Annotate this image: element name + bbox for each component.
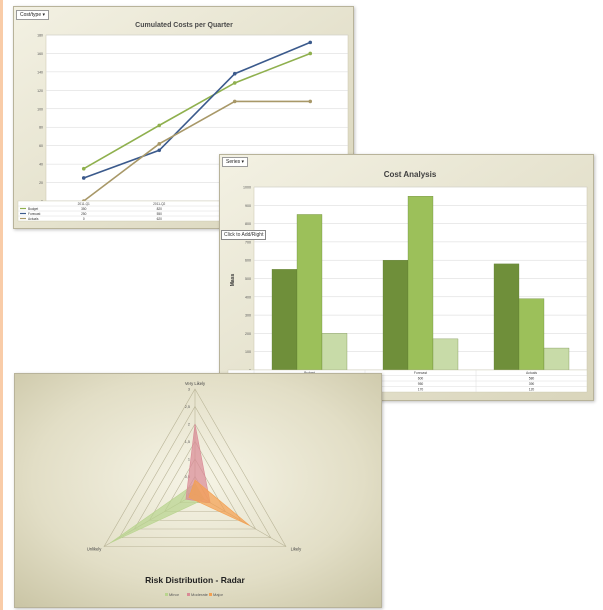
bar-chart: Cost Analysis Mass 010020030040050060070…	[220, 155, 593, 400]
line-category-label: 2011-Q2	[153, 202, 165, 206]
bar-execution	[518, 298, 545, 371]
radar-axis-label: Very Likely	[185, 381, 206, 386]
radar-rtick-label: 1,5	[185, 440, 190, 444]
line-chart-dropdown[interactable]: Cost/type ▾	[16, 10, 50, 20]
radar-legend-key	[165, 593, 168, 596]
line-point	[308, 40, 313, 45]
bar-table-cell: 600	[418, 377, 424, 381]
line-table-cell: 350	[81, 207, 87, 211]
radar-gridring	[149, 440, 241, 521]
line-ytick-label: 40	[39, 163, 43, 167]
line-series-budget	[83, 52, 311, 170]
bar-execution	[296, 214, 323, 371]
line-point	[232, 81, 237, 85]
bar-expenses	[543, 347, 570, 371]
bar-ytick-label: 900	[245, 204, 251, 208]
radar-chart-title: Risk Distribution - Radar	[145, 575, 245, 585]
bar-table-cell: 170	[418, 388, 424, 392]
bar-table-cell: 390	[529, 382, 535, 386]
radar-legend-label: Major	[213, 592, 224, 597]
line-ytick-label: 160	[37, 52, 43, 56]
radar-axis-label: Unlikely	[87, 547, 103, 552]
line-point	[308, 99, 313, 104]
line-point	[232, 71, 237, 76]
line-chart-title: Cumulated Costs per Quarter	[135, 22, 233, 29]
radar-gridring	[118, 405, 272, 539]
line-point	[232, 99, 237, 104]
radar-legend-label: Minor	[169, 592, 180, 597]
line-ytick-label: 20	[39, 181, 43, 185]
bar-ytick-label: 300	[245, 314, 251, 318]
bar-table-cell: 580	[529, 377, 535, 381]
line-point	[157, 148, 162, 153]
line-point	[157, 123, 162, 128]
radar-rtick-label: 1	[188, 458, 190, 462]
bar-ytick-label: 400	[245, 295, 251, 299]
line-point	[308, 51, 313, 56]
bar-expenses	[432, 338, 459, 371]
bar-chart-title: Cost Analysis	[384, 170, 437, 179]
bar-ytick-label: 800	[245, 222, 251, 226]
line-ytick-label: 180	[37, 34, 43, 38]
bar-category-label: Actuals	[526, 371, 537, 375]
bar-expenses	[321, 333, 348, 371]
line-ytick-label: 80	[39, 126, 43, 130]
radar-series-major	[188, 479, 250, 526]
bar-chart-ylabel: Mass	[230, 274, 236, 287]
bar-ytick-label: 600	[245, 259, 251, 263]
line-ytick-label: 100	[37, 107, 43, 111]
line-series-actuals	[83, 100, 311, 202]
bar-execution	[407, 196, 434, 371]
radar-legend-key	[209, 593, 212, 596]
line-table-cell: 550	[157, 212, 163, 216]
bar-labor	[493, 263, 520, 371]
radar-chart-panel: 00,511,522,53 Very LikelyLikelyUnlikely …	[14, 373, 382, 608]
line-point	[81, 176, 86, 180]
bar-ytick-label: 200	[245, 332, 251, 336]
bar-ytick-label: 1000	[243, 186, 251, 190]
bar-labor	[382, 260, 409, 371]
bar-ytick-label: 100	[245, 350, 251, 354]
radar-legend-key	[187, 593, 190, 596]
line-ytick-label: 60	[39, 144, 43, 148]
radar-gridring	[133, 423, 257, 530]
line-category-label: 2011-Q1	[78, 202, 90, 206]
bar-ytick-label: 500	[245, 277, 251, 281]
bar-chart-panel: Cost Analysis Mass 010020030040050060070…	[219, 154, 594, 401]
line-legend-label: Forecast	[28, 212, 41, 216]
line-ytick-label: 120	[37, 89, 43, 93]
bar-table-cell: 950	[418, 382, 424, 386]
line-legend-label: Budget	[28, 207, 38, 211]
page-edge-accent	[0, 0, 3, 610]
radar-gridring	[164, 458, 226, 512]
line-ytick-label: 140	[37, 70, 43, 74]
line-series-forecast	[83, 41, 311, 179]
bar-chart-tooltip: Click to Add/Right	[221, 230, 267, 240]
line-point	[81, 166, 86, 171]
bar-ytick-label: 700	[245, 240, 251, 244]
bar-category-label: Forecast	[414, 371, 427, 375]
line-table-cell: 820	[157, 207, 163, 211]
radar-chart: 00,511,522,53 Very LikelyLikelyUnlikely …	[15, 374, 381, 607]
radar-rtick-label: 0,5	[185, 475, 190, 479]
line-table-cell: 620	[157, 217, 163, 221]
bar-table-cell: 120	[529, 388, 535, 392]
line-legend-label: Actuals	[28, 217, 39, 221]
line-table-cell: 250	[81, 212, 87, 216]
radar-gridring	[103, 388, 287, 547]
bar-chart-dropdown[interactable]: Series ▾	[222, 157, 249, 167]
radar-rtick-label: 2,5	[185, 405, 190, 409]
radar-axis-label: Likely	[291, 547, 303, 552]
radar-rtick-label: 3	[188, 388, 190, 392]
radar-legend-label: Moderate	[191, 592, 209, 597]
radar-rtick-label: 2	[188, 423, 190, 427]
line-point	[157, 142, 162, 146]
line-table-cell: 0	[83, 217, 85, 221]
bar-labor	[271, 269, 298, 371]
